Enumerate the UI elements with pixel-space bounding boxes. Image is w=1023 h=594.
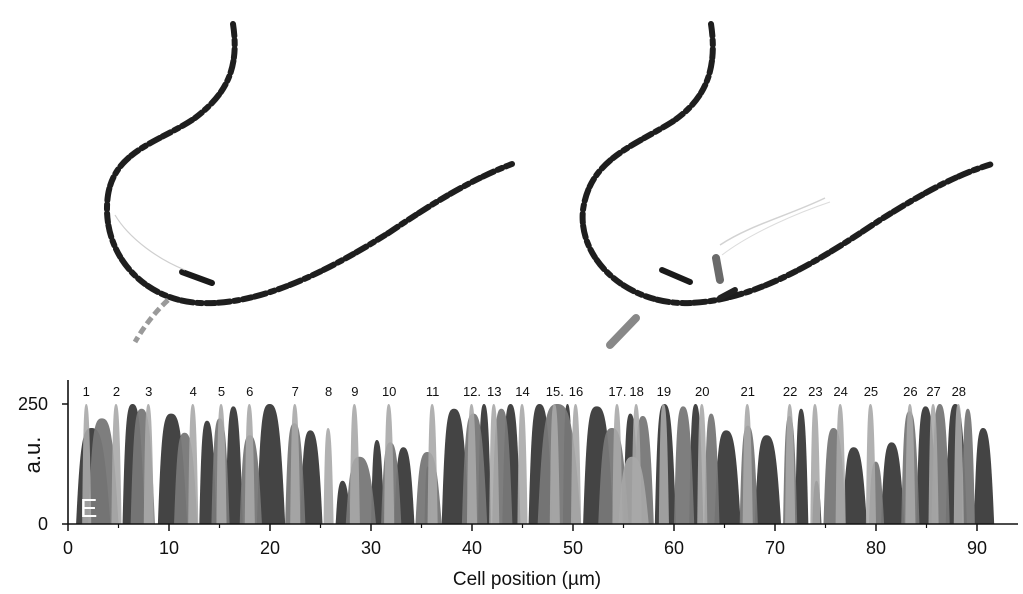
series-3-peak-29	[618, 456, 649, 524]
series-1-peak-25	[842, 447, 867, 524]
x-axis-label: Cell position (µm)	[453, 569, 601, 590]
series-1-peak-26	[881, 442, 905, 524]
series-3-peak-5	[216, 404, 227, 524]
series-3-peak-17	[612, 404, 623, 524]
series-2-peak-12	[537, 404, 582, 524]
x-tick-label: 80	[866, 538, 886, 558]
series-3-peak-26	[905, 404, 916, 524]
x-ticks: 0 10 20 30 40 50 60 70 80 90	[63, 524, 987, 558]
cell-number-label: 22	[783, 384, 797, 399]
series-3-peak-3	[143, 404, 154, 524]
cell-number-label: 6	[246, 384, 253, 399]
cell-number-label: 12.	[463, 384, 481, 399]
cell-number-label: 20	[695, 384, 709, 399]
cell-number-label: 28	[952, 384, 966, 399]
y-ticks: 0 250	[18, 394, 68, 534]
series-2-peak-1	[88, 418, 119, 524]
cell-number-label: 15.	[546, 384, 564, 399]
x-tick-label: 40	[462, 538, 482, 558]
cell-number-label: 14	[515, 384, 529, 399]
series-3-peak-16	[570, 404, 582, 524]
series-3-peak-10	[384, 404, 395, 524]
series-3-peak-21	[742, 404, 753, 524]
series-3-peak-2	[111, 404, 122, 524]
cell-number-label: 25	[864, 384, 878, 399]
series-2-peak-16	[704, 413, 720, 524]
series-3-peak-25	[865, 404, 876, 524]
cell-number-label: 5	[218, 384, 225, 399]
cell-number-label: 9	[351, 384, 358, 399]
cell-number-label: 4	[190, 384, 197, 399]
series-3-peak-22	[785, 404, 796, 524]
series-1-peak-23	[795, 408, 809, 524]
cell-number-label: 13	[487, 384, 501, 399]
series-layer	[76, 404, 995, 524]
cell-number-label: 26	[903, 384, 917, 399]
series-3-peak-20	[697, 404, 708, 524]
series-2-peak-15	[674, 406, 695, 524]
series-1-peak-9	[371, 440, 385, 524]
cell-number-label: 8	[325, 384, 332, 399]
y-tick-label: 0	[38, 514, 48, 534]
cell-number-label: 27	[926, 384, 940, 399]
series-3-peak-4	[188, 404, 199, 524]
panel-letter: E	[80, 493, 97, 523]
series-1-peak-22	[754, 435, 782, 524]
filament-micrograph-left	[104, 21, 515, 344]
series-3-peak-11	[427, 404, 438, 524]
x-tick-label: 50	[563, 538, 583, 558]
series-3-peak-15	[549, 404, 560, 524]
cell-number-label: 21	[740, 384, 754, 399]
cell-number-label: 11	[426, 384, 440, 399]
series-3-peak-24	[835, 404, 846, 524]
series-3-peak-12	[466, 404, 478, 524]
x-tick-label: 30	[361, 538, 381, 558]
y-tick-label: 250	[18, 394, 48, 414]
series-3-peak-13	[489, 404, 500, 524]
filament-micrograph-right	[579, 21, 995, 349]
cell-number-label: 23	[808, 384, 822, 399]
series-3-peak-19	[658, 404, 669, 524]
cell-number-label: 10	[382, 384, 396, 399]
x-tick-label: 0	[63, 538, 73, 558]
x-tick-label: 20	[260, 538, 280, 558]
cell-numbers: 1 2 3 4 5 6 7 8 9 10 11 12. 13 14 15. 16 17. 18 19 20 21 22 23…	[83, 384, 966, 399]
x-tick-label: 70	[765, 538, 785, 558]
series-3-peak-7	[290, 404, 301, 524]
cell-number-label: 17.	[608, 384, 626, 399]
cell-number-label: 18	[629, 384, 643, 399]
y-axis-label: a.u.	[20, 437, 45, 474]
series-2-peak-23	[961, 408, 975, 524]
cell-number-label: 7	[292, 384, 299, 399]
series-3-peak-28	[953, 404, 964, 524]
cell-number-label: 16	[569, 384, 583, 399]
series-3-peak-8	[323, 428, 334, 524]
cell-number-label: 1	[83, 384, 90, 399]
series-1-peak-6	[256, 404, 286, 524]
series-1-peak-5	[225, 406, 243, 524]
series-1-peak-12	[441, 408, 469, 524]
x-tick-label: 60	[664, 538, 684, 558]
series-3-peak-27	[928, 404, 939, 524]
cell-number-label: 19	[657, 384, 671, 399]
cell-number-label: 2	[113, 384, 120, 399]
cell-number-label: 3	[145, 384, 152, 399]
series-3-peak-1	[82, 404, 92, 524]
series-3-peak-23	[810, 404, 821, 524]
series-3-peak-14	[517, 404, 528, 524]
cell-number-label: 24	[833, 384, 847, 399]
series-3-peak-6	[244, 404, 255, 524]
series-1-peak-7	[300, 430, 323, 524]
x-tick-label: 10	[159, 538, 179, 558]
series-1-peak-21	[714, 430, 741, 524]
series-3-peak-9	[349, 404, 360, 524]
x-tick-label: 90	[967, 538, 987, 558]
series-1-peak-29	[973, 428, 995, 524]
